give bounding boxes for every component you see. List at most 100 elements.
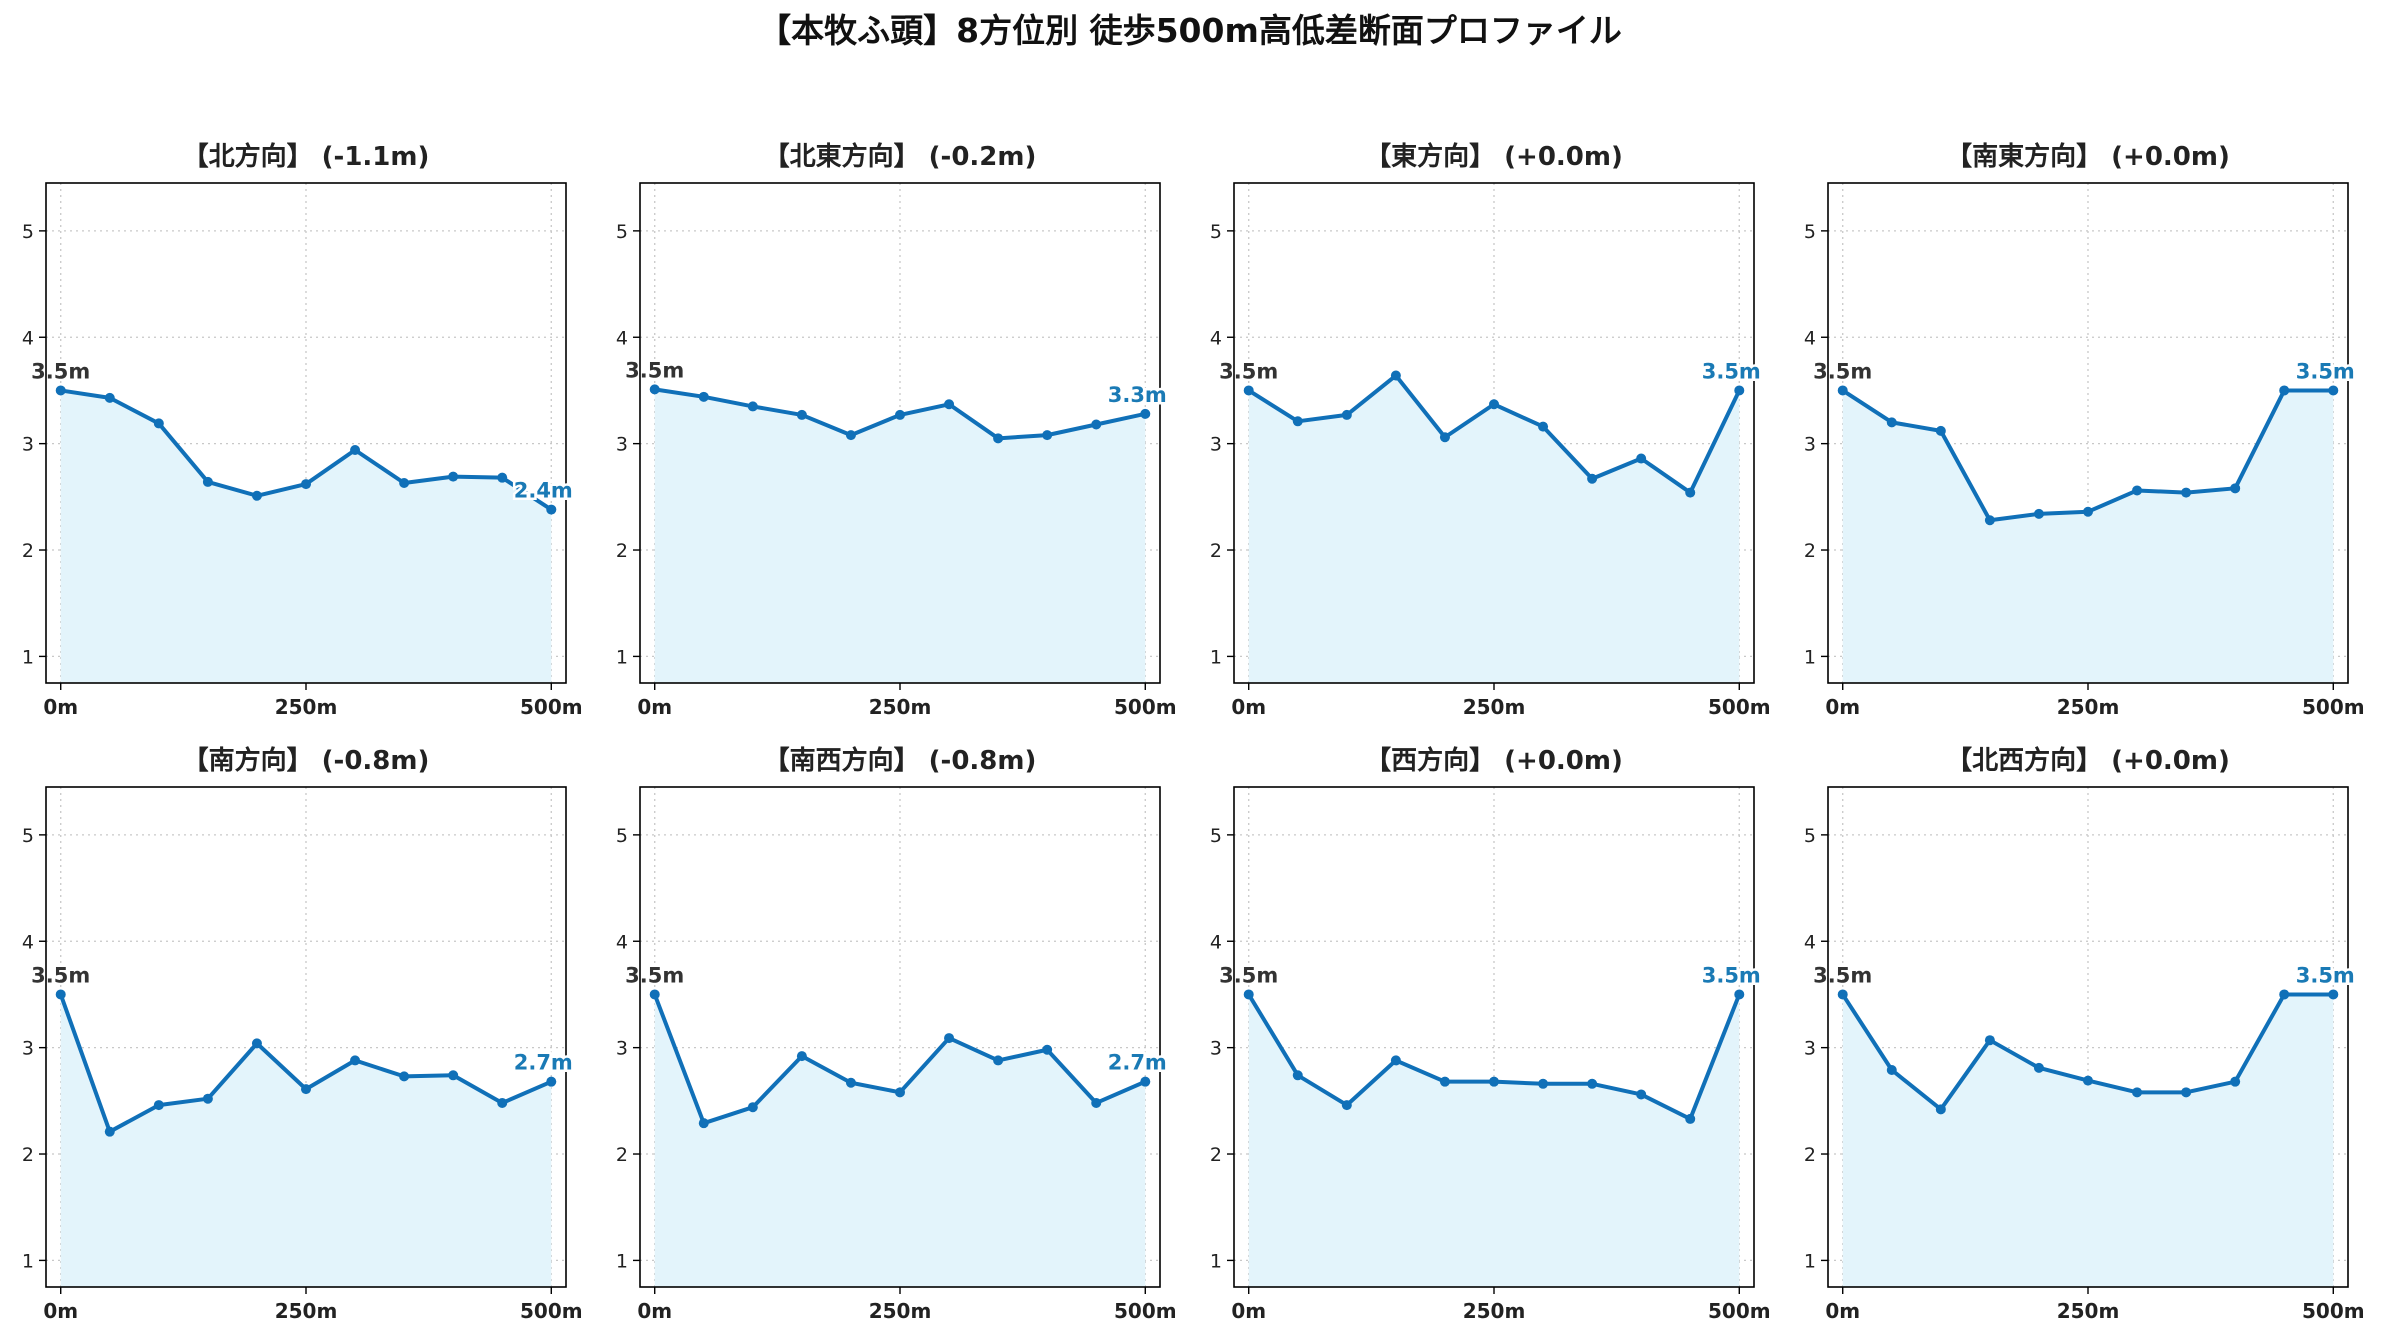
data-point [1886,417,1897,428]
x-tick-label: 500m [2302,1299,2365,1323]
data-point [301,479,311,490]
data-point [698,1118,709,1129]
data-point [497,1097,508,1108]
data-point [747,401,758,412]
y-tick-label: 5 [616,825,628,847]
x-tick-label: 500m [1114,1299,1177,1323]
panel-title: 【南方向】 (-0.8m) [183,745,430,776]
panel-title: 【北西方向】 (+0.0m) [1946,745,2230,776]
start-value-label: 3.5m [31,963,90,987]
panel-5: 【南方向】 (-0.8m) 1 2 3 4 5 0m 250m 500m 3.5m 2.7m [22,745,583,1323]
x-tick-label: 250m [869,695,932,719]
y-tick-label: 5 [1210,825,1222,847]
y-tick-label: 1 [22,1250,34,1272]
data-point [497,472,508,483]
area-fill [1842,994,2334,1287]
data-point [944,399,955,410]
start-value-label: 3.5m [625,963,684,987]
x-tick-label: 250m [1463,695,1526,719]
y-tick-label: 3 [1210,434,1222,456]
panel-title: 【東方向】 (+0.0m) [1365,141,1623,172]
data-point [2230,483,2241,494]
panel-4: 【南東方向】 (+0.0m) 1 2 3 4 5 0m 250m 500m 3.5m 3.5m [1804,141,2365,719]
data-point [845,430,856,441]
panel-title: 【南東方向】 (+0.0m) [1946,141,2230,172]
x-tick-label: 0m [1231,695,1266,719]
x-tick-label: 0m [637,695,672,719]
y-tick-label: 3 [22,434,34,456]
data-point [546,1076,557,1087]
data-point [1489,1076,1499,1087]
data-point [895,1087,905,1098]
end-value-label: 3.5m [2296,359,2355,383]
y-tick-label: 4 [616,327,628,349]
data-point [649,989,660,1000]
data-point [251,1038,262,1049]
data-point [1390,1055,1401,1066]
y-tick-label: 2 [616,540,628,562]
y-tick-label: 3 [1804,1038,1816,1060]
data-point [944,1033,955,1044]
start-value-label: 3.5m [625,358,684,382]
end-value-label: 2.7m [1108,1051,1167,1075]
y-tick-label: 5 [1804,825,1816,847]
panel-title: 【西方向】 (+0.0m) [1365,745,1623,776]
x-tick-label: 250m [869,1299,932,1323]
area-fill [60,994,552,1287]
data-point [1935,1104,1946,1115]
data-point [2181,487,2192,498]
y-tick-label: 2 [1804,540,1816,562]
y-tick-label: 5 [1804,221,1816,243]
y-tick-label: 1 [1210,646,1222,668]
start-value-label: 3.5m [31,359,90,383]
y-tick-label: 1 [616,646,628,668]
data-point [1734,989,1745,1000]
data-point [2328,989,2339,1000]
y-tick-label: 5 [22,825,34,847]
data-point [399,1071,410,1082]
panel-6: 【南西方向】 (-0.8m) 1 2 3 4 5 0m 250m 500m 3.5m 2.7m [616,745,1177,1323]
data-point [1140,1076,1151,1087]
panel-8: 【北西方向】 (+0.0m) 1 2 3 4 5 0m 250m 500m 3.5m 3.5m [1804,745,2365,1323]
data-point [1439,432,1450,443]
data-point [202,476,213,487]
data-point [1837,989,1848,1000]
data-point [2083,1075,2093,1086]
data-point [1439,1076,1450,1087]
y-tick-label: 2 [22,1144,34,1166]
data-point [1587,473,1598,484]
area-fill [1248,994,1740,1287]
x-tick-label: 500m [1708,1299,1771,1323]
y-tick-label: 3 [1210,1038,1222,1060]
data-point [2328,385,2339,396]
data-point [1636,1089,1647,1100]
data-point [1042,1044,1053,1055]
y-tick-label: 1 [616,1250,628,1272]
data-point [1489,399,1499,410]
x-tick-label: 0m [1231,1299,1266,1323]
y-tick-label: 3 [616,434,628,456]
y-tick-label: 2 [22,540,34,562]
data-point [448,1070,459,1081]
start-value-label: 3.5m [1813,359,1872,383]
x-tick-label: 250m [2057,1299,2120,1323]
x-tick-label: 250m [275,1299,338,1323]
data-point [2083,506,2093,517]
data-point [895,409,905,420]
data-point [1091,1097,1102,1108]
x-tick-label: 500m [1114,695,1177,719]
panel-7: 【西方向】 (+0.0m) 1 2 3 4 5 0m 250m 500m 3.5m 3.5m [1210,745,1771,1323]
panel-title: 【南西方向】 (-0.8m) [764,745,1037,776]
data-point [747,1102,758,1113]
data-point [1587,1078,1598,1089]
y-tick-label: 2 [1210,1144,1222,1166]
start-value-label: 3.5m [1813,963,1872,987]
data-point [350,1055,361,1066]
y-tick-label: 2 [616,1144,628,1166]
panel-title: 【北東方向】 (-0.2m) [764,141,1037,172]
y-tick-label: 4 [1804,327,1816,349]
data-point [1734,385,1745,396]
y-tick-label: 4 [616,931,628,953]
data-point [1091,419,1102,430]
y-tick-label: 4 [22,327,34,349]
